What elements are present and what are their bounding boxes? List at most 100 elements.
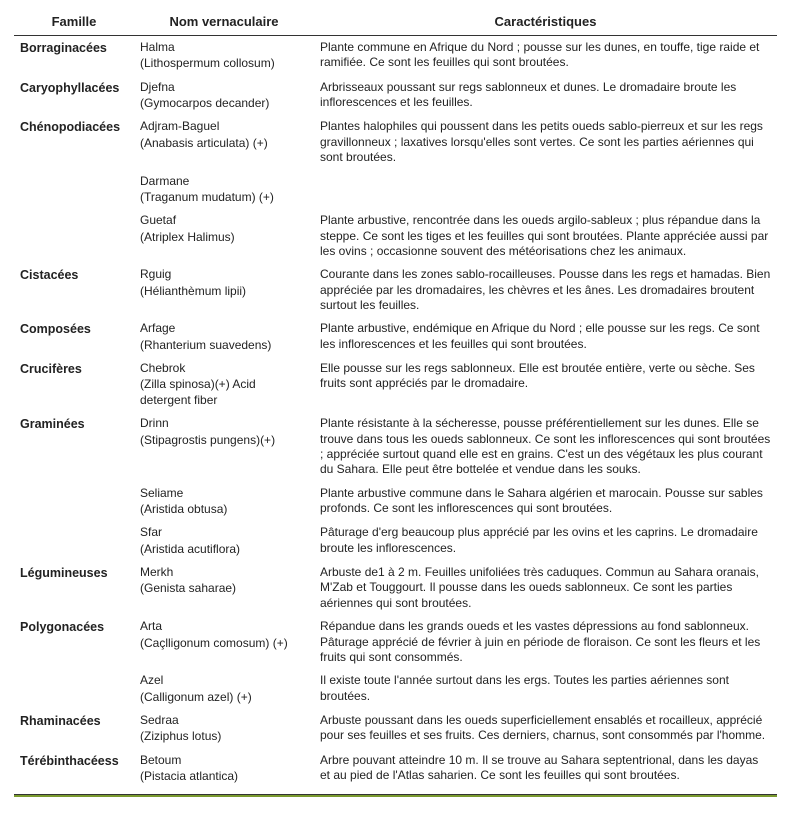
cell-famille: Chénopodiacées bbox=[14, 115, 134, 169]
latin-name: (Genista saharae) bbox=[140, 581, 308, 596]
cell-famille: Composées bbox=[14, 317, 134, 357]
cell-caracteristiques: Elle pousse sur les regs sablonneux. Ell… bbox=[314, 357, 777, 412]
cell-famille bbox=[14, 521, 134, 561]
cell-caracteristiques: Arbrisseaux poussant sur regs sablonneux… bbox=[314, 76, 777, 116]
vernacular-name: Merkh bbox=[140, 565, 173, 579]
vernacular-name: Sfar bbox=[140, 525, 162, 539]
vernacular-name: Adjram-Baguel bbox=[140, 119, 219, 133]
cell-vernaculaire: Sfar (Aristida acutiflora) bbox=[134, 521, 314, 561]
vernacular-name: Halma bbox=[140, 40, 175, 54]
vernacular-name: Seliame bbox=[140, 486, 183, 500]
latin-name: (Pistacia atlantica) bbox=[140, 769, 308, 784]
col-header-famille: Famille bbox=[14, 10, 134, 36]
table-row: Composées Arfage (Rhanterium suavedens) Pla… bbox=[14, 317, 777, 357]
cell-famille: Rhaminacées bbox=[14, 709, 134, 749]
latin-name: (Calligonum azel) (+) bbox=[140, 690, 308, 705]
table-row: Guetaf (Atriplex Halimus) Plante arbustive… bbox=[14, 209, 777, 263]
cell-vernaculaire: Chebrok (Zilla spinosa)(+) Acid detergent… bbox=[134, 357, 314, 412]
cell-caracteristiques bbox=[314, 170, 777, 210]
vernacular-name: Chebrok bbox=[140, 361, 185, 375]
latin-name: (Traganum mudatum) (+) bbox=[140, 190, 308, 205]
table-row: Darmane (Traganum mudatum) (+) bbox=[14, 170, 777, 210]
table-row: Graminées Drinn (Stipagrostis pungens)(+) P… bbox=[14, 412, 777, 481]
cell-vernaculaire: Sedraa(Ziziphus lotus) bbox=[134, 709, 314, 749]
cell-famille bbox=[14, 209, 134, 263]
table-body: Borraginacées Halma (Lithospermum collosum… bbox=[14, 36, 777, 789]
table-header: Famille Nom vernaculaire Caractéristique… bbox=[14, 10, 777, 36]
latin-name: (Rhanterium suavedens) bbox=[140, 338, 308, 353]
table-row: Seliame (Aristida obtusa) Plante arbustive… bbox=[14, 482, 777, 522]
cell-caracteristiques: Plante résistante à la sécheresse, pouss… bbox=[314, 412, 777, 481]
cell-caracteristiques: Arbuste poussant dans les oueds superfic… bbox=[314, 709, 777, 749]
table-row: Sfar (Aristida acutiflora) Pâturage d'erg … bbox=[14, 521, 777, 561]
table-row: RhaminacéesSedraa(Ziziphus lotus)Arbuste… bbox=[14, 709, 777, 749]
latin-name: (Hélianthèmum lipii) bbox=[140, 284, 308, 299]
table-row: Borraginacées Halma (Lithospermum collosum… bbox=[14, 36, 777, 76]
vernacular-name: Arta bbox=[140, 619, 162, 633]
cell-famille: Légumineuses bbox=[14, 561, 134, 615]
vernacular-name: Sedraa bbox=[140, 713, 179, 727]
table-row: Polygonacées Arta (Caçlligonum comosum) (+… bbox=[14, 615, 777, 669]
cell-caracteristiques: Arbuste de1 à 2 m. Feuilles unifoliées t… bbox=[314, 561, 777, 615]
cell-famille: Borraginacées bbox=[14, 36, 134, 76]
table-row: Cistacées Rguig (Hélianthèmum lipii) Couran… bbox=[14, 263, 777, 317]
cell-vernaculaire: Betoum (Pistacia atlantica) bbox=[134, 749, 314, 789]
vernacular-name: Azel bbox=[140, 673, 163, 687]
cell-vernaculaire: Merkh (Genista saharae) bbox=[134, 561, 314, 615]
cell-caracteristiques: Pâturage d'erg beaucoup plus apprécié pa… bbox=[314, 521, 777, 561]
latin-name: (Gymocarpos decander) bbox=[140, 96, 308, 111]
col-header-vernaculaire: Nom vernaculaire bbox=[134, 10, 314, 36]
cell-famille: Graminées bbox=[14, 412, 134, 481]
cell-vernaculaire: Rguig (Hélianthèmum lipii) bbox=[134, 263, 314, 317]
vernacular-name: Darmane bbox=[140, 174, 189, 188]
cell-famille bbox=[14, 669, 134, 709]
table-row: Térébinthacéess Betoum (Pistacia atlantica… bbox=[14, 749, 777, 789]
cell-famille: Crucifères bbox=[14, 357, 134, 412]
cell-vernaculaire: Djefna (Gymocarpos decander) bbox=[134, 76, 314, 116]
vernacular-name: Rguig bbox=[140, 267, 171, 281]
cell-famille: Polygonacées bbox=[14, 615, 134, 669]
latin-name: (Aristida acutiflora) bbox=[140, 542, 308, 557]
latin-name: (Caçlligonum comosum) (+) bbox=[140, 636, 308, 651]
document-page: Famille Nom vernaculaire Caractéristique… bbox=[0, 0, 791, 813]
cell-vernaculaire: Arfage (Rhanterium suavedens) bbox=[134, 317, 314, 357]
table-row: CaryophyllacéesDjefna(Gymocarpos decande… bbox=[14, 76, 777, 116]
latin-name: (Stipagrostis pungens)(+) bbox=[140, 433, 308, 448]
cell-vernaculaire: Arta (Caçlligonum comosum) (+) bbox=[134, 615, 314, 669]
vernacular-name: Betoum bbox=[140, 753, 181, 767]
cell-caracteristiques: Plante arbustive, rencontrée dans les ou… bbox=[314, 209, 777, 263]
cell-caracteristiques: Plante commune en Afrique du Nord ; pous… bbox=[314, 36, 777, 76]
cell-vernaculaire: Seliame (Aristida obtusa) bbox=[134, 482, 314, 522]
cell-caracteristiques: Arbre pouvant atteindre 10 m. Il se trou… bbox=[314, 749, 777, 789]
col-header-caracteristiques: Caractéristiques bbox=[314, 10, 777, 36]
table-row: Crucifères Chebrok (Zilla spinosa)(+) Acid… bbox=[14, 357, 777, 412]
vernacular-name: Guetaf bbox=[140, 213, 176, 227]
plant-table: Famille Nom vernaculaire Caractéristique… bbox=[14, 10, 777, 788]
latin-name: (Zilla spinosa)(+) Acid detergent fiber bbox=[140, 377, 308, 408]
cell-caracteristiques: Répandue dans les grands oueds et les va… bbox=[314, 615, 777, 669]
table-row: Légumineuses Merkh (Genista saharae) Arbust… bbox=[14, 561, 777, 615]
bottom-rule bbox=[14, 794, 777, 797]
cell-caracteristiques: Courante dans les zones sablo-rocailleus… bbox=[314, 263, 777, 317]
vernacular-name: Arfage bbox=[140, 321, 175, 335]
cell-vernaculaire: Halma (Lithospermum collosum) bbox=[134, 36, 314, 76]
latin-name: (Anabasis articulata) (+) bbox=[140, 136, 308, 151]
latin-name: (Aristida obtusa) bbox=[140, 502, 308, 517]
table-row: Chénopodiacées Adjram-Baguel (Anabasis art… bbox=[14, 115, 777, 169]
cell-famille: Cistacées bbox=[14, 263, 134, 317]
cell-famille: Térébinthacéess bbox=[14, 749, 134, 789]
latin-name: (Lithospermum collosum) bbox=[140, 56, 308, 71]
cell-vernaculaire: Adjram-Baguel (Anabasis articulata) (+) bbox=[134, 115, 314, 169]
cell-famille bbox=[14, 170, 134, 210]
cell-caracteristiques: Plantes halophiles qui poussent dans les… bbox=[314, 115, 777, 169]
table-row: Azel (Calligonum azel) (+) Il existe toute… bbox=[14, 669, 777, 709]
latin-name: (Atriplex Halimus) bbox=[140, 230, 308, 245]
cell-vernaculaire: Darmane (Traganum mudatum) (+) bbox=[134, 170, 314, 210]
cell-vernaculaire: Guetaf (Atriplex Halimus) bbox=[134, 209, 314, 263]
cell-caracteristiques: Plante arbustive commune dans le Sahara … bbox=[314, 482, 777, 522]
vernacular-name: Drinn bbox=[140, 416, 169, 430]
cell-famille bbox=[14, 482, 134, 522]
cell-caracteristiques: Plante arbustive, endémique en Afrique d… bbox=[314, 317, 777, 357]
cell-caracteristiques: Il existe toute l'année surtout dans les… bbox=[314, 669, 777, 709]
vernacular-name: Djefna bbox=[140, 80, 175, 94]
